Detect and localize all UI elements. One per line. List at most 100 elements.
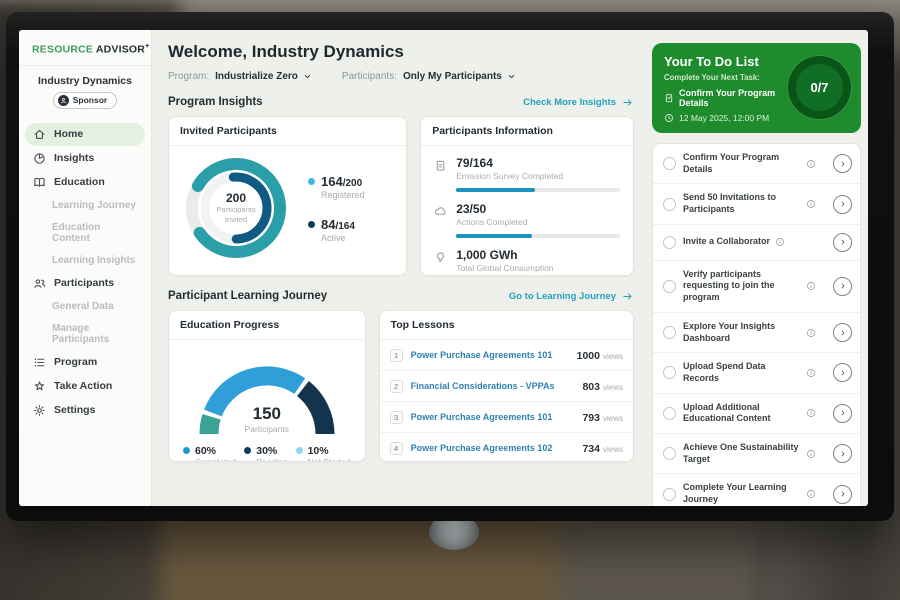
program-insights-title: Program Insights [168,96,263,108]
legend-dot [296,447,303,454]
task-go-button[interactable] [833,277,852,296]
lesson-title-link[interactable]: Financial Considerations - VPPAs [411,381,583,391]
sidebar-item-label: Insights [54,152,94,164]
info-icon[interactable] [806,159,816,169]
legend-value: 10% [308,445,351,457]
sidebar-item-general-data[interactable]: General Data [25,296,145,317]
lesson-row: 2Financial Considerations - VPPAs803view… [380,371,633,402]
screen: RESOURCE ADVISOR+ Industry Dynamics Spon… [19,30,868,506]
chevron-right-icon [839,160,847,168]
info-icon[interactable] [806,489,816,499]
info-icon[interactable] [806,408,816,418]
sidebar-item-education[interactable]: Education [25,171,145,194]
org-name: Industry Dynamics [23,75,147,87]
arrow-right-icon [621,291,634,302]
task-checkbox[interactable] [663,407,676,420]
invited-donut-chart: 200 Participants Invited [179,151,293,265]
info-icon[interactable] [806,281,816,291]
sidebar-item-label: Education [54,176,105,188]
task-go-button[interactable] [833,195,852,214]
task-go-button[interactable] [833,233,852,252]
learning-journey-header: Participant Learning Journey Go to Learn… [168,290,634,302]
task-label: Send 50 Invitations to Participants [683,192,801,215]
logo-text-primary: RESOURCE [32,44,93,56]
task-checkbox[interactable] [663,326,676,339]
sidebar-item-learning-insights[interactable]: Learning Insights [25,250,145,271]
participants-select[interactable]: Only My Participants [403,71,516,82]
invited-participants-title: Invited Participants [169,117,406,146]
lesson-title-link[interactable]: Power Purchase Agreements 101 [411,412,583,422]
program-select-value: Industrialize Zero [215,71,298,82]
task-checkbox[interactable] [663,198,676,211]
task-checkbox[interactable] [663,366,676,379]
sidebar: RESOURCE ADVISOR+ Industry Dynamics Spon… [19,30,152,506]
program-select[interactable]: Industrialize Zero [215,71,312,82]
legend-value: 30% [256,445,287,457]
task-checkbox[interactable] [663,280,676,293]
task-checkbox[interactable] [663,488,676,501]
sidebar-item-education-content[interactable]: Education Content [25,217,145,249]
task-checkbox[interactable] [663,236,676,249]
bulb-icon [434,251,447,264]
check-more-insights-link[interactable]: Check More Insights [523,97,634,108]
go-to-learning-journey-link[interactable]: Go to Learning Journey [509,291,634,302]
education-progress-title: Education Progress [169,311,365,340]
lesson-rank: 2 [390,380,403,393]
sidebar-item-label: Take Action [54,380,112,392]
info-icon[interactable] [806,199,816,209]
info-icon[interactable] [775,237,785,247]
task-go-button[interactable] [833,363,852,382]
task-go-button[interactable] [833,485,852,504]
task-checkbox[interactable] [663,447,676,460]
lesson-views-label: views [603,352,623,361]
stat-value: 1,000 GWh [456,248,620,262]
chevron-right-icon [839,409,847,417]
task-go-button[interactable] [833,323,852,342]
legend-label: Not Started [308,457,351,462]
sidebar-item-label: Learning Journey [52,200,136,211]
task-go-button[interactable] [833,154,852,173]
legend-item-pending: 30%Pending [244,445,287,462]
todo-summary-card: Your To Do List Complete Your Next Task:… [652,43,861,133]
lesson-rank: 4 [390,442,403,455]
top-lessons-card: Top Lessons 1Power Purchase Agreements 1… [379,310,634,462]
sidebar-item-insights[interactable]: Insights [25,147,145,170]
chevron-right-icon [839,238,847,246]
task-go-button[interactable] [833,404,852,423]
task-go-button[interactable] [833,444,852,463]
todo-tasks-list: Confirm Your Program DetailsSend 50 Invi… [653,144,860,506]
info-icon[interactable] [806,328,816,338]
legend-label: Registered [321,190,365,200]
info-icon[interactable] [806,368,816,378]
learning-journey-title: Participant Learning Journey [168,290,327,302]
todo-tasks-card: Confirm Your Program DetailsSend 50 Invi… [652,143,861,506]
invited-participants-card: Invited Participants 200 Participants In… [168,116,407,276]
legend-label: Active [321,233,355,243]
task-row-upload-additional-educational-content: Upload Additional Educational Content [653,394,860,434]
task-label: Verify participants requesting to join t… [683,269,801,304]
org-block: Industry Dynamics Sponsor [19,66,151,118]
stat-actions-completed: 23/50Actions Completed [434,202,620,238]
lesson-title-link[interactable]: Power Purchase Agreements 102 [411,443,583,453]
sidebar-item-manage-participants[interactable]: Manage Participants [25,318,145,350]
legend-dot [183,447,190,454]
sidebar-item-learning-journey[interactable]: Learning Journey [25,195,145,216]
chevron-right-icon [839,282,847,290]
stat-emission-survey-completed: 79/164Emission Survey Completed [434,156,620,192]
sidebar-item-label: Participants [54,277,114,289]
lesson-views-count: 734 [582,443,600,455]
sidebar-item-take-action[interactable]: Take Action [25,375,145,398]
todo-counter: 0/7 [810,80,828,95]
sidebar-item-label: Learning Insights [52,255,135,266]
lesson-title-link[interactable]: Power Purchase Agreements 101 [411,350,577,360]
info-icon[interactable] [806,449,816,459]
task-checkbox[interactable] [663,157,676,170]
todo-next-task: Confirm Your Program Details [664,88,799,108]
sidebar-item-settings[interactable]: Settings [25,399,145,422]
legend-value: 84/164 [321,217,355,232]
sidebar-item-program[interactable]: Program [25,351,145,374]
right-panel: Your To Do List Complete Your Next Task:… [646,30,868,506]
sidebar-item-home[interactable]: Home [25,123,145,146]
lesson-row: 4Power Purchase Agreements 102734views [380,433,633,462]
sidebar-item-participants[interactable]: Participants [25,272,145,295]
